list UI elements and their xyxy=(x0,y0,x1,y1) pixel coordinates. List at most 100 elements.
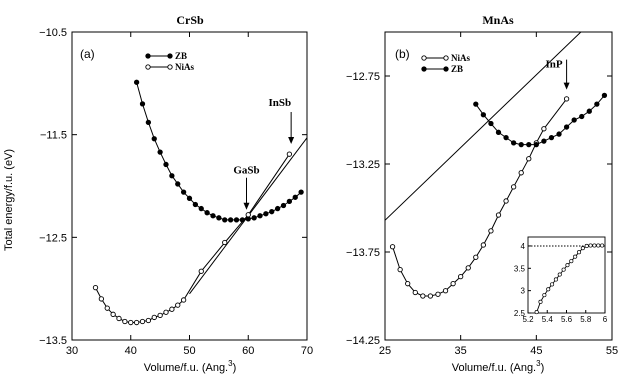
inset-y-tick-label: 2.5 xyxy=(514,309,526,318)
data-point-zb xyxy=(274,205,281,212)
data-point-zb xyxy=(157,149,163,155)
data-point-zb xyxy=(257,213,263,219)
data-point-nias xyxy=(420,293,426,299)
data-point-zb xyxy=(586,108,592,114)
plot-frame xyxy=(384,31,613,341)
inset-data-point xyxy=(561,267,566,272)
inset-data-point xyxy=(550,282,555,287)
legend-entry-nias: NiAs xyxy=(451,53,470,63)
data-point-nias xyxy=(145,317,152,324)
y-tick-label: −12.5 xyxy=(39,232,67,244)
data-point-nias xyxy=(286,151,293,157)
x-tick-label: 60 xyxy=(242,345,254,357)
y-tick-label: −11.5 xyxy=(40,130,67,142)
x-tick-label: 35 xyxy=(455,345,467,357)
y-tick-label: −12.75 xyxy=(346,71,380,83)
data-point-zb xyxy=(518,141,524,148)
panel-label: (b) xyxy=(395,47,410,61)
data-point-nias xyxy=(133,319,140,326)
inset-x-tick-label: 5.8 xyxy=(580,315,592,324)
legend-marker xyxy=(167,64,173,70)
legend-marker xyxy=(443,66,449,72)
data-point-nias xyxy=(389,244,396,250)
annotation-arrowhead xyxy=(563,82,570,90)
data-point-nias xyxy=(563,96,570,102)
inset-plot: 5.2 5.4 5.6 5.8 6 2.5 3 3.5 4 xyxy=(514,236,608,324)
series-line-nias xyxy=(95,153,290,323)
data-point-zb xyxy=(280,202,287,209)
data-point-zb xyxy=(151,136,157,142)
x-tick-label: 45 xyxy=(530,345,542,357)
inset-x-tick-label: 5.4 xyxy=(542,315,554,324)
data-point-nias xyxy=(110,311,116,317)
data-point-zb xyxy=(510,140,517,146)
x-tick-label: 50 xyxy=(183,345,195,357)
data-point-zb xyxy=(526,141,532,148)
data-point-zb xyxy=(198,205,204,212)
x-axis-label-tail: ) xyxy=(233,362,237,374)
x-tick-label: 30 xyxy=(66,345,78,357)
x-axis-label-sup: 3 xyxy=(536,359,541,368)
x-axis-label-sup: 3 xyxy=(228,359,233,368)
annotation-gasb: GaSb xyxy=(233,165,259,177)
data-point-zb xyxy=(169,173,175,179)
data-point-nias xyxy=(128,319,134,326)
legend-marker xyxy=(421,66,427,72)
data-point-zb xyxy=(175,181,181,187)
data-point-nias xyxy=(473,254,479,260)
data-point-zb xyxy=(533,141,539,148)
inset-data-point xyxy=(588,243,593,248)
data-point-nias xyxy=(412,289,418,296)
legend-entry-zb: ZB xyxy=(175,51,187,61)
inset-data-point xyxy=(592,243,597,248)
data-point-zb xyxy=(503,134,509,141)
x-tick-label: 70 xyxy=(301,345,313,357)
data-point-nias xyxy=(397,266,403,273)
data-point-nias xyxy=(495,212,502,218)
x-axis-label-main: Volume/f.u. (Ang. xyxy=(144,362,228,374)
x-axis-label: Volume/f.u. (Ang.3) xyxy=(144,359,237,374)
data-point-zb xyxy=(251,215,257,221)
data-point-nias xyxy=(116,315,122,322)
legend-marker xyxy=(145,53,151,59)
data-point-nias xyxy=(541,126,547,132)
inset-x-tick-label: 6 xyxy=(603,315,608,324)
data-point-nias xyxy=(122,318,128,325)
x-tick-label: 55 xyxy=(606,345,618,357)
data-point-zb xyxy=(139,101,146,107)
data-point-zb xyxy=(488,120,494,127)
data-point-nias xyxy=(180,297,187,303)
inset-y-tick-label: 3.5 xyxy=(514,264,526,273)
panel-mnas: MnAs (b) Volume/f.u. (Ang.3) 25 35 45 55−14… xyxy=(346,13,618,374)
panel-crsb: CrSb (a) Volume/f.u. (Ang.3) 30 40 50 60 70 −… xyxy=(39,13,313,374)
data-point-nias xyxy=(92,284,99,291)
data-point-nias xyxy=(503,198,509,204)
y-tick-label: −14.25 xyxy=(346,335,380,347)
data-point-nias xyxy=(104,305,110,311)
legend-entry-nias: NiAs xyxy=(175,62,194,72)
inset-x-tick-label: 5.6 xyxy=(561,315,573,324)
data-point-nias xyxy=(163,309,169,315)
data-point-nias xyxy=(480,242,487,248)
annotation-inp: InP xyxy=(545,59,562,71)
inset-x-tick-label: 5.2 xyxy=(522,315,534,324)
data-point-nias xyxy=(198,268,204,274)
data-point-zb xyxy=(216,215,222,221)
inset-data-point xyxy=(553,277,558,282)
data-point-zb xyxy=(563,124,570,130)
inset-data-point xyxy=(534,310,539,315)
data-point-nias xyxy=(488,228,494,234)
data-point-nias xyxy=(465,265,471,271)
inset-y-tick-label: 4 xyxy=(521,242,526,251)
annotation-arrowhead xyxy=(243,202,250,210)
data-point-nias xyxy=(139,318,146,325)
data-point-nias xyxy=(442,288,449,294)
data-point-zb xyxy=(233,217,240,223)
inset-data-point xyxy=(557,272,562,277)
data-point-zb xyxy=(541,138,547,144)
inset-data-point xyxy=(580,246,585,251)
data-point-zb xyxy=(292,194,298,200)
data-point-nias xyxy=(526,156,532,162)
